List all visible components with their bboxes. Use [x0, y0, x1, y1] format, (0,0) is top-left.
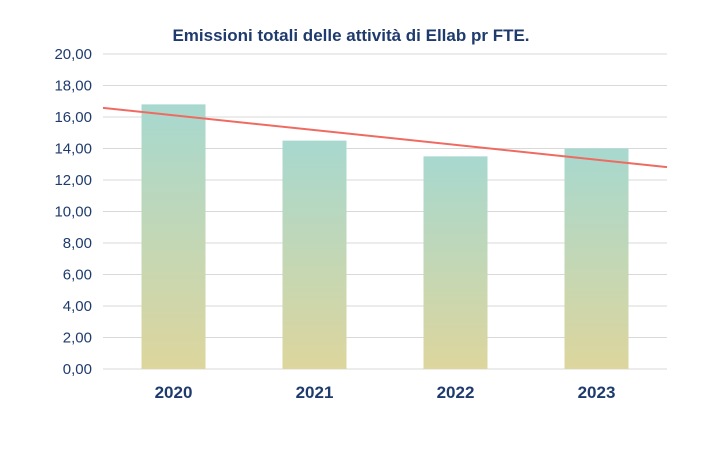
y-tick-label: 0,00	[63, 361, 92, 378]
y-tick-label: 20,00	[54, 46, 92, 63]
x-tick-label: 2021	[296, 383, 334, 402]
y-tick-label: 14,00	[54, 141, 92, 158]
y-tick-label: 8,00	[63, 235, 92, 252]
y-tick-label: 4,00	[63, 298, 92, 315]
x-tick-label: 2022	[437, 383, 475, 402]
x-tick-label: 2023	[578, 383, 616, 402]
x-tick-label: 2020	[155, 383, 193, 402]
bars	[141, 104, 629, 370]
bar-2022	[423, 156, 488, 369]
bar-2020	[141, 104, 206, 370]
x-axis-ticks: 2020 2021 2022 2023	[155, 383, 616, 402]
chart-title: Emissioni totali delle attività di Ellab…	[172, 26, 530, 45]
y-tick-label: 12,00	[54, 172, 92, 189]
y-tick-label: 10,00	[54, 204, 92, 221]
bar-2023	[564, 148, 629, 369]
y-tick-label: 2,00	[63, 330, 92, 347]
y-tick-label: 16,00	[54, 109, 92, 126]
trendline-layer	[102, 106, 668, 169]
y-tick-label: 18,00	[54, 78, 92, 95]
y-axis-ticks: 0,00 2,00 4,00 6,00 8,00 10,00 12,00 14,00 16,00…	[54, 46, 92, 378]
trendline	[102, 106, 668, 169]
y-tick-label: 6,00	[63, 267, 92, 284]
bar-2021	[282, 140, 347, 369]
